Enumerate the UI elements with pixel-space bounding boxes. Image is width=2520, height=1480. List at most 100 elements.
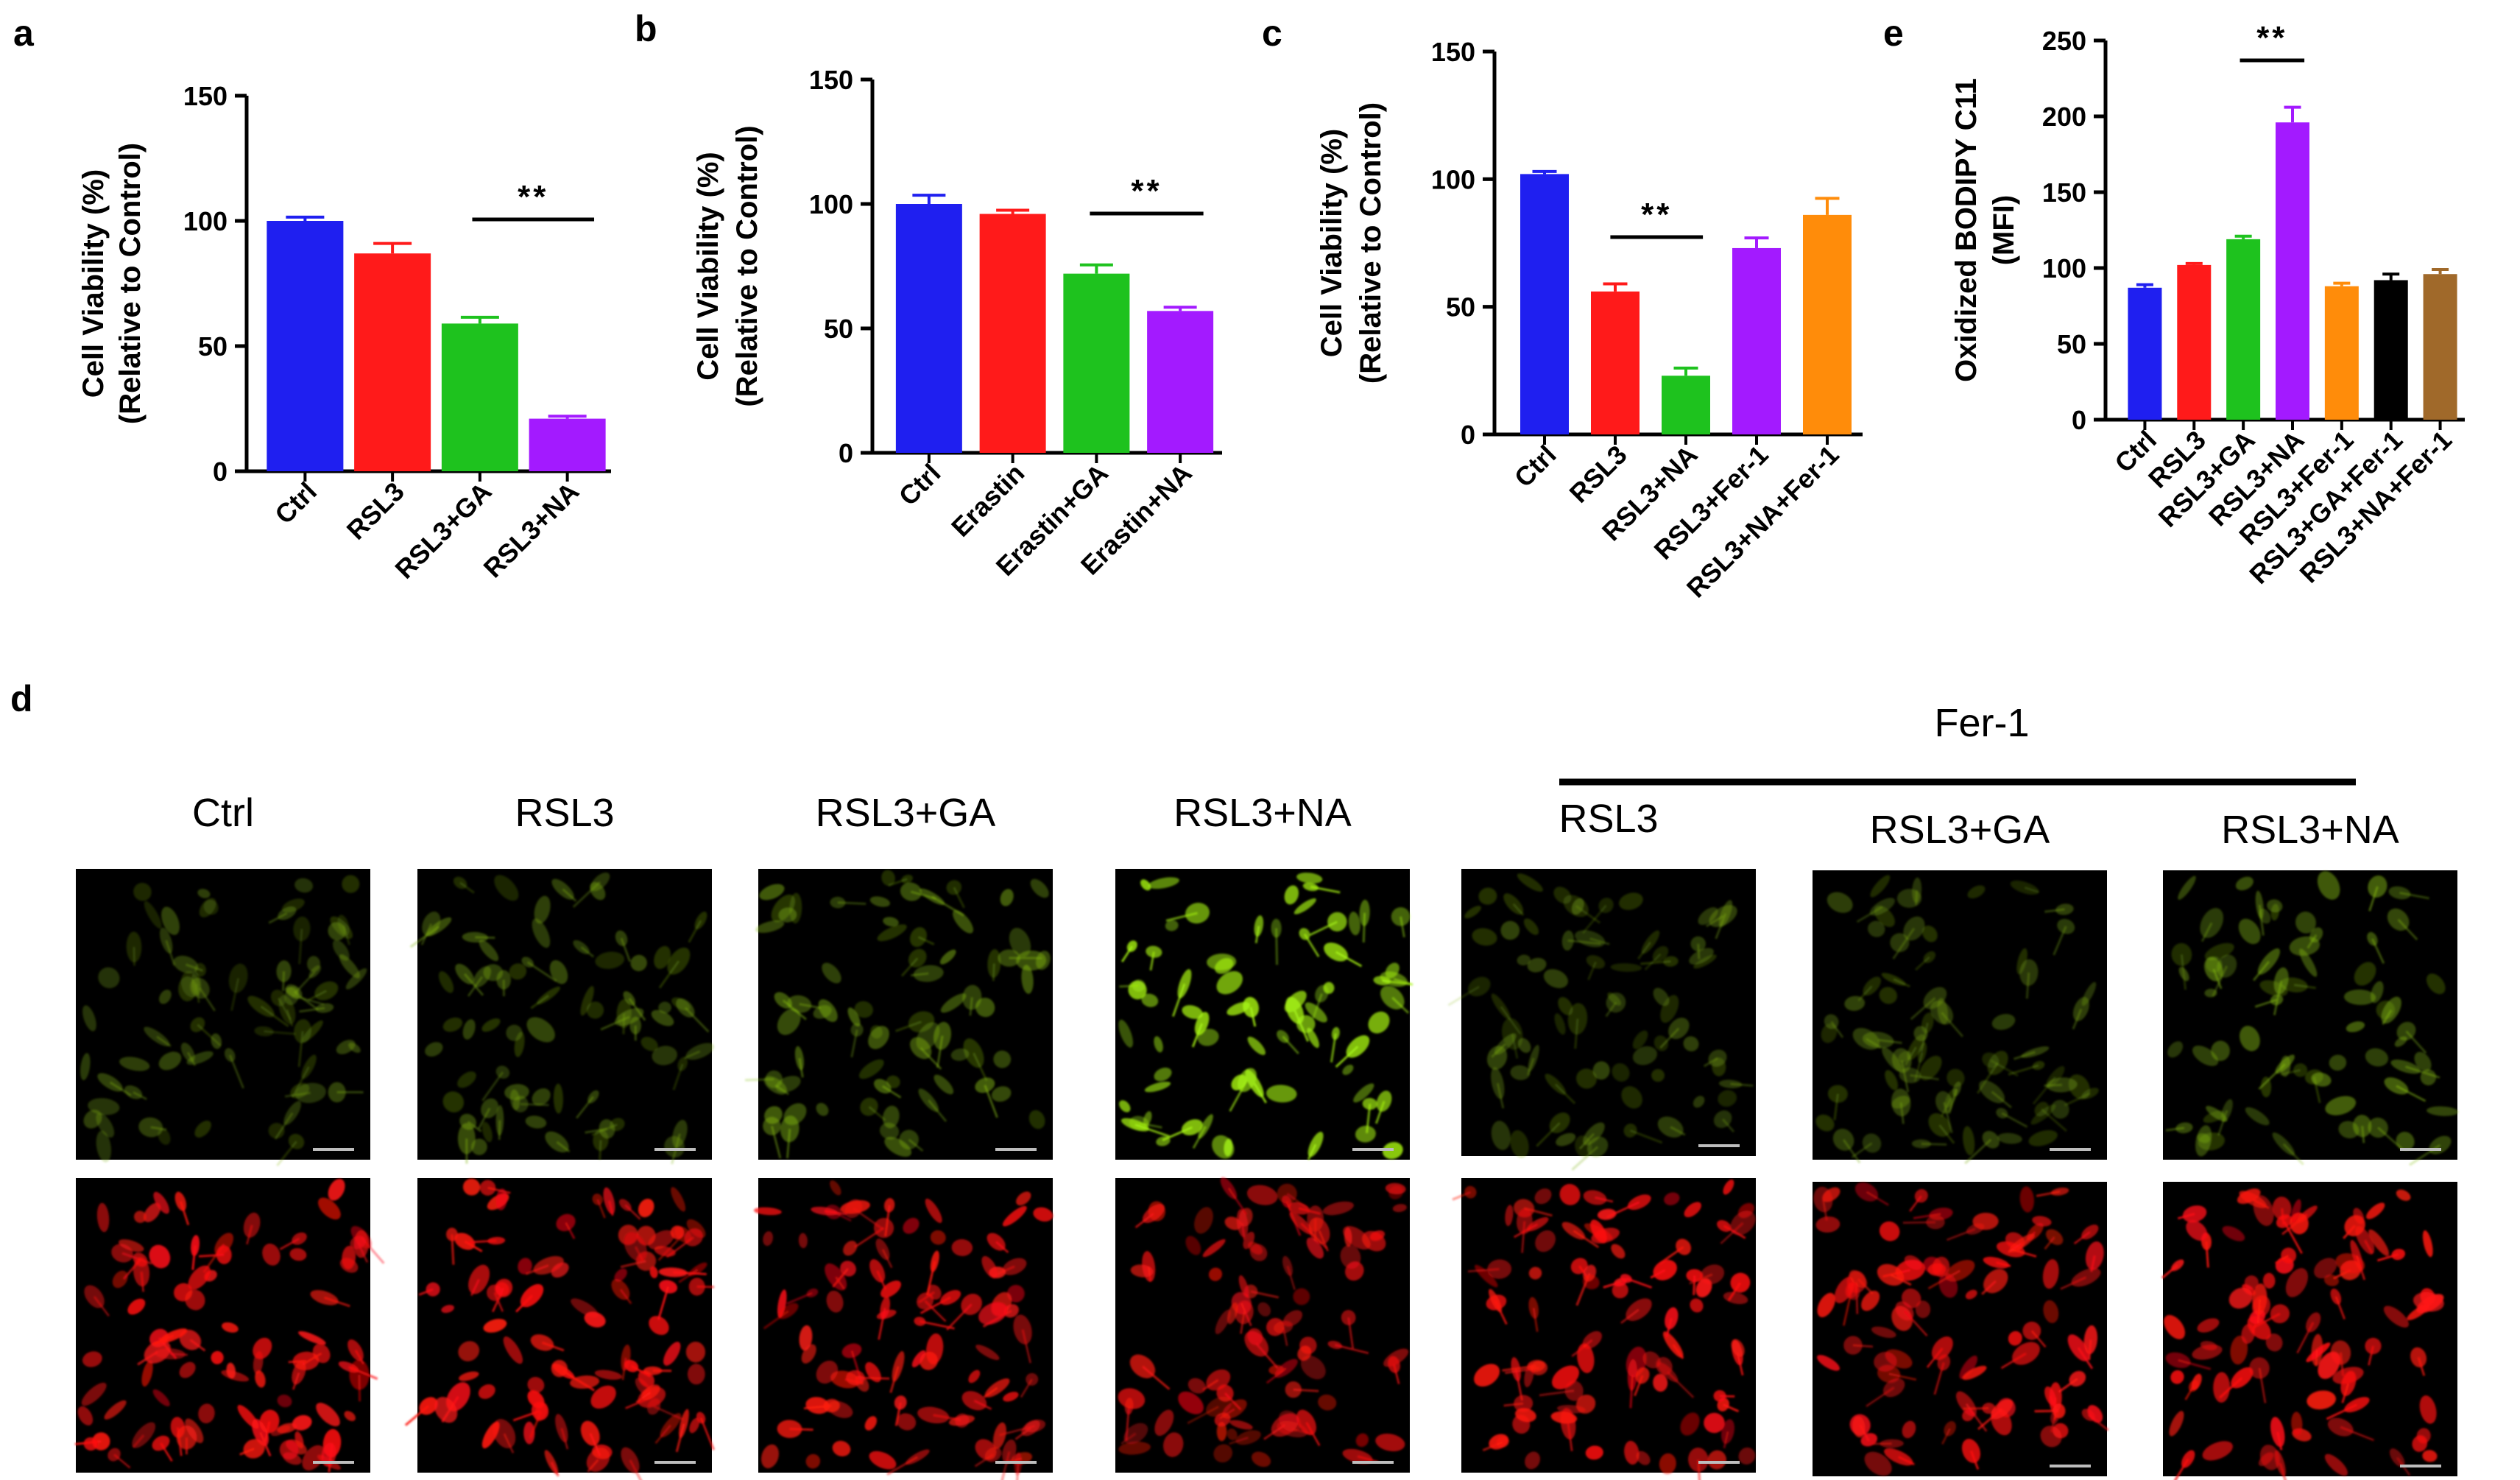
cell: [1877, 1264, 1905, 1286]
cell: [553, 1083, 563, 1114]
cell-process: [1249, 1007, 1257, 1027]
cell: [1144, 1081, 1171, 1093]
cell: [551, 1262, 569, 1278]
cell-process: [530, 994, 549, 1009]
cell: [292, 1361, 306, 1385]
cell: [686, 1219, 706, 1238]
cell: [858, 1059, 884, 1079]
micrograph-red-4: [1452, 1178, 1756, 1480]
cell-process: [658, 960, 680, 989]
cell: [2285, 1268, 2309, 1297]
cell: [2265, 1333, 2283, 1352]
cell-process: [1162, 1126, 1193, 1141]
cell-process: [358, 1375, 361, 1402]
cell-process: [464, 1240, 483, 1252]
cell: [1119, 1100, 1131, 1113]
cell-process: [600, 1015, 630, 1031]
cell: [658, 1001, 671, 1014]
cell: [222, 1322, 239, 1333]
cell: [671, 997, 691, 1011]
cell: [138, 1117, 163, 1138]
cell-process: [936, 1035, 944, 1068]
cell-process: [1640, 960, 1671, 965]
cell-process: [1890, 1274, 1912, 1286]
cell: [854, 1001, 873, 1018]
cell: [1293, 1288, 1310, 1305]
x-tick-label: RSL3: [341, 476, 410, 546]
cell-process: [541, 1341, 565, 1352]
cell: [1890, 933, 1910, 953]
y-tick-label: 100: [809, 189, 853, 219]
cell: [153, 1191, 169, 1214]
cell: [2042, 1259, 2059, 1289]
cell: [2178, 875, 2196, 900]
cell: [1392, 1204, 1407, 1213]
micrograph-cells: [1815, 875, 2099, 1165]
cell-process: [621, 1357, 627, 1381]
cell: [1227, 1428, 1238, 1440]
cell: [2203, 1110, 2225, 1124]
panel-letter-c: c: [1262, 13, 1282, 54]
cell-process: [1910, 997, 1936, 1021]
cell: [481, 1018, 501, 1032]
cell-process: [1318, 1230, 1330, 1252]
cell: [1216, 970, 1243, 995]
cell: [649, 1266, 658, 1279]
cell: [1213, 1444, 1233, 1463]
bar-rsl3+ga: [2226, 239, 2261, 420]
cell: [1248, 1241, 1263, 1255]
cell: [1000, 889, 1014, 906]
cell: [2206, 956, 2223, 973]
cell: [651, 1009, 674, 1026]
cell: [1154, 1036, 1163, 1053]
cell: [321, 1442, 336, 1467]
cell-process: [924, 1300, 947, 1322]
panel-letter-e: e: [1883, 13, 1904, 54]
cell-process: [562, 1370, 596, 1392]
cell: [1827, 892, 1853, 913]
cell: [2317, 870, 2340, 900]
cell-process: [1362, 912, 1366, 942]
cell-process: [770, 1125, 782, 1159]
cell: [2258, 908, 2271, 924]
cell: [523, 1421, 535, 1445]
cell-process: [2326, 1403, 2358, 1420]
bar-ctrl: [2128, 287, 2162, 420]
cell: [1926, 1215, 1945, 1230]
cell: [442, 1017, 463, 1032]
cell-process: [973, 1052, 988, 1082]
cell: [253, 1337, 272, 1359]
cell: [638, 1198, 654, 1218]
cell: [77, 1406, 93, 1426]
cell: [1510, 1130, 1529, 1158]
cell: [755, 920, 785, 933]
cell: [630, 954, 647, 971]
cell: [763, 1231, 774, 1247]
micrograph-cells: [753, 1180, 1053, 1480]
cell-process: [1620, 1308, 1640, 1325]
cell: [2202, 1441, 2234, 1461]
cell: [199, 898, 216, 917]
cell-process: [575, 1096, 594, 1119]
cell-process: [1722, 1118, 1735, 1133]
cell-process: [156, 1035, 172, 1048]
cell: [1554, 1013, 1566, 1035]
cell: [2420, 1069, 2437, 1086]
cell-process: [1014, 1427, 1031, 1440]
micrograph-grid: Ctrl RSL3 RSL3+GA RSL3+NA RSL3 RSL3+GA RSL3+NA: [74, 791, 2459, 1480]
cell: [127, 1298, 146, 1315]
chart-a: 0 50 100 150 Cell Viability (%) (Relative to …: [77, 81, 611, 585]
cell: [1635, 1367, 1650, 1384]
cell: [1368, 1011, 1390, 1034]
cell: [580, 986, 594, 1016]
cell-process: [620, 937, 632, 962]
cell-process: [2397, 918, 2418, 941]
cell: [1130, 1264, 1154, 1278]
cell: [185, 1418, 204, 1443]
cell-process: [1567, 939, 1601, 945]
cell-process: [2001, 1112, 2028, 1128]
cell-process: [1605, 1001, 1617, 1018]
cell: [518, 1258, 532, 1275]
cell-process: [179, 1201, 190, 1226]
cell: [126, 931, 142, 962]
